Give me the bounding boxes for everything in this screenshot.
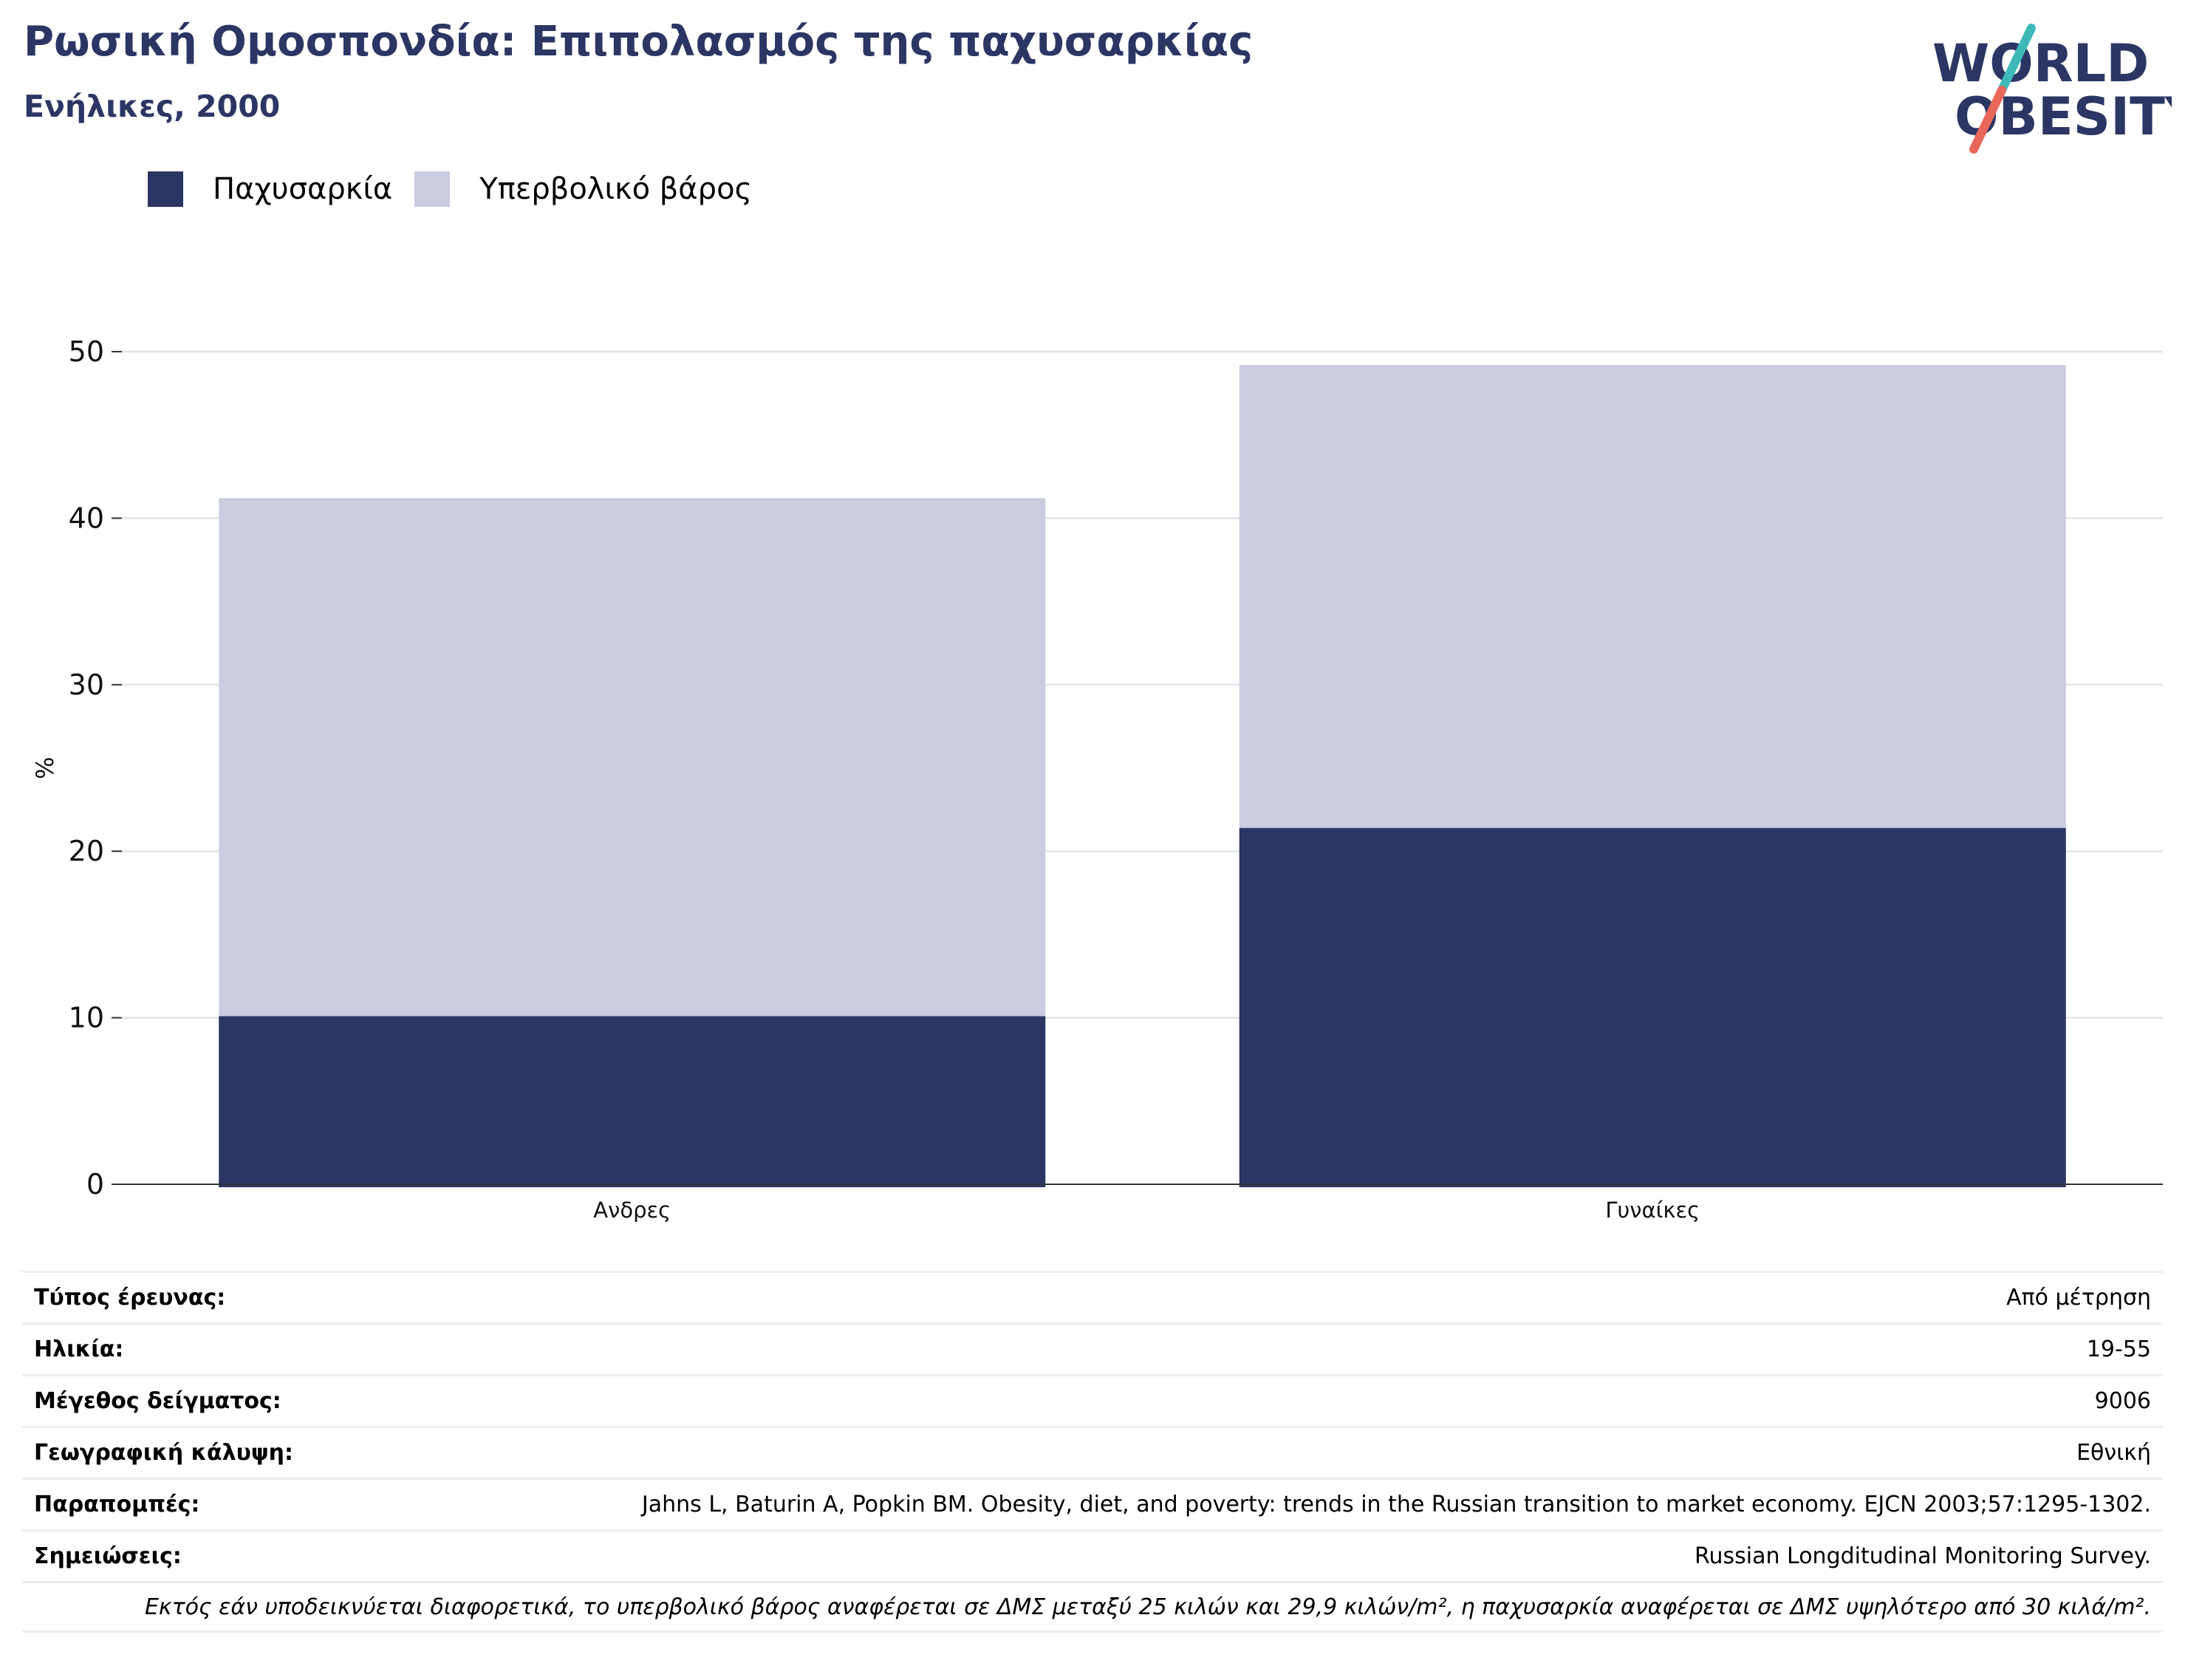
chart-legend: Παχυσαρκία Υπερβολικό βάρος: [148, 168, 774, 210]
info-value: 9006: [2094, 1388, 2151, 1414]
info-row-notes: Σημειώσεις: Russian Longditudinal Monito…: [22, 1529, 2163, 1581]
y-tick-label: 50: [69, 335, 104, 368]
legend-item-overweight: Υπερβολικό βάρος: [414, 171, 752, 207]
info-label: Ηλικία:: [34, 1336, 124, 1362]
bar-overweight: [1239, 365, 2066, 828]
chart-subtitle: Ενήλικες, 2000: [24, 89, 281, 124]
y-tick-label: 40: [69, 502, 104, 534]
info-row-coverage: Γεωγραφική κάλυψη: Εθνική: [22, 1426, 2163, 1478]
legend-swatch-obesity: [148, 171, 183, 207]
stacked-bar-chart: 0 10 20 30 40 50% Ανδρες Γυναίκες: [31, 335, 2163, 1223]
x-tick-label: Γυναίκες: [1605, 1198, 1700, 1223]
info-value: Εθνική: [2076, 1440, 2151, 1466]
world-obesity-logo: WORLD OBESITY: [1932, 24, 2172, 154]
info-row-sample-size: Μέγεθος δείγματος: 9006: [22, 1374, 2163, 1426]
info-row-references: Παραπομπές: Jahns L, Baturin A, Popkin B…: [22, 1478, 2163, 1529]
bar-obesity: [1239, 827, 2066, 1187]
legend-label-overweight: Υπερβολικό βάρος: [479, 172, 753, 206]
y-tick-label: 10: [69, 1002, 104, 1034]
info-label: Τύπος έρευνας:: [34, 1285, 226, 1311]
info-value: Από μέτρηση: [2006, 1285, 2151, 1311]
info-row-survey-type: Τύπος έρευνας: Από μέτρηση: [22, 1271, 2163, 1322]
info-row-age: Ηλικία: 19-55: [22, 1322, 2163, 1374]
info-label: Σημειώσεις:: [34, 1543, 182, 1569]
y-axis-label: %: [31, 757, 59, 779]
survey-info-table: Τύπος έρευνας: Από μέτρηση Ηλικία: 19-55…: [22, 1271, 2163, 1633]
info-value: Russian Longditudinal Monitoring Survey.: [1694, 1543, 2151, 1569]
bar-obesity: [219, 1016, 1046, 1187]
chart-title: Ρωσική Ομοσπονδία: Επιπολασμός της παχυσ…: [24, 18, 1254, 66]
legend-label-obesity: Παχυσαρκία: [213, 172, 393, 206]
logo-slash-bottom: [1969, 86, 2006, 154]
info-label: Μέγεθος δείγματος:: [34, 1388, 281, 1414]
svg-text:WORLD: WORLD: [1932, 33, 2149, 94]
y-tick-label: 20: [69, 835, 104, 867]
bar-overweight: [219, 498, 1046, 1017]
y-tick-label: 0: [86, 1168, 104, 1201]
info-value: Jahns L, Baturin A, Popkin BM. Obesity, …: [641, 1492, 2151, 1517]
y-tick-label: 30: [69, 669, 104, 701]
logo-slash-top: [1997, 24, 2036, 95]
info-label: Παραπομπές:: [34, 1492, 200, 1517]
x-tick-label: Ανδρες: [593, 1198, 671, 1223]
info-footnote: Εκτός εάν υποδεικνύεται διαφορετικά, το …: [22, 1581, 2163, 1633]
legend-item-obesity: Παχυσαρκία: [148, 171, 392, 207]
footnote-text: Εκτός εάν υποδεικνύεται διαφορετικά, το …: [144, 1594, 2151, 1620]
info-label: Γεωγραφική κάλυψη:: [34, 1440, 294, 1466]
legend-swatch-overweight: [414, 171, 451, 207]
info-value: 19-55: [2086, 1336, 2151, 1362]
